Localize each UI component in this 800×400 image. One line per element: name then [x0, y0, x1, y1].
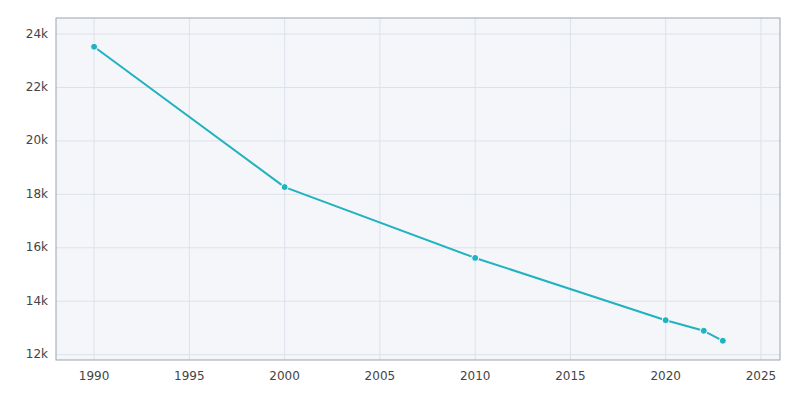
x-grid-line: [94, 18, 95, 360]
x-tick-label: 2005: [365, 369, 396, 383]
plot-background: [56, 18, 780, 360]
x-grid-line: [379, 18, 380, 360]
x-grid-line: [475, 18, 476, 360]
point: [662, 317, 669, 324]
point: [472, 254, 479, 261]
y-tick-label: 14k: [26, 294, 48, 308]
chart-svg: 12k 14k 16k 18k 20k 22k 24k 1990 1995 2000 2005 201…: [0, 0, 800, 400]
x-tick-label: 1990: [79, 369, 110, 383]
grid: [56, 18, 780, 360]
y-tick-label: 12k: [26, 347, 48, 361]
y-grid-line: [56, 301, 780, 302]
y-grid-line: [56, 140, 780, 141]
y-tick-label: 22k: [26, 80, 48, 94]
y-tick-label: 24k: [26, 27, 48, 41]
x-tick-label: 2000: [269, 369, 300, 383]
x-tick-label: 1995: [174, 369, 205, 383]
series: [91, 43, 727, 344]
y-grid-line: [56, 34, 780, 35]
y-tick-label: 16k: [26, 240, 48, 254]
x-grid-line: [189, 18, 190, 360]
point: [91, 43, 98, 50]
x-grid-line: [570, 18, 571, 360]
y-grid-line: [56, 354, 780, 355]
x-grid-line: [760, 18, 761, 360]
chart-container: 12k 14k 16k 18k 20k 22k 24k 1990 1995 2000 2005 201…: [0, 0, 800, 400]
x-tick-label: 2015: [555, 369, 586, 383]
line: [94, 47, 723, 341]
tick-labels: 12k 14k 16k 18k 20k 22k 24k 1990 1995 2000 2005 201…: [26, 27, 776, 383]
y-grid-line: [56, 87, 780, 88]
y-tick-label: 20k: [26, 133, 48, 147]
y-grid-line: [56, 194, 780, 195]
x-grid-line: [665, 18, 666, 360]
point: [281, 184, 288, 191]
x-tick-label: 2025: [746, 369, 777, 383]
y-grid-line: [56, 247, 780, 248]
y-tick-label: 18k: [26, 187, 48, 201]
x-tick-label: 2020: [650, 369, 681, 383]
x-tick-label: 2010: [460, 369, 491, 383]
plot-frame: [56, 18, 780, 360]
point: [700, 327, 707, 334]
point: [719, 337, 726, 344]
